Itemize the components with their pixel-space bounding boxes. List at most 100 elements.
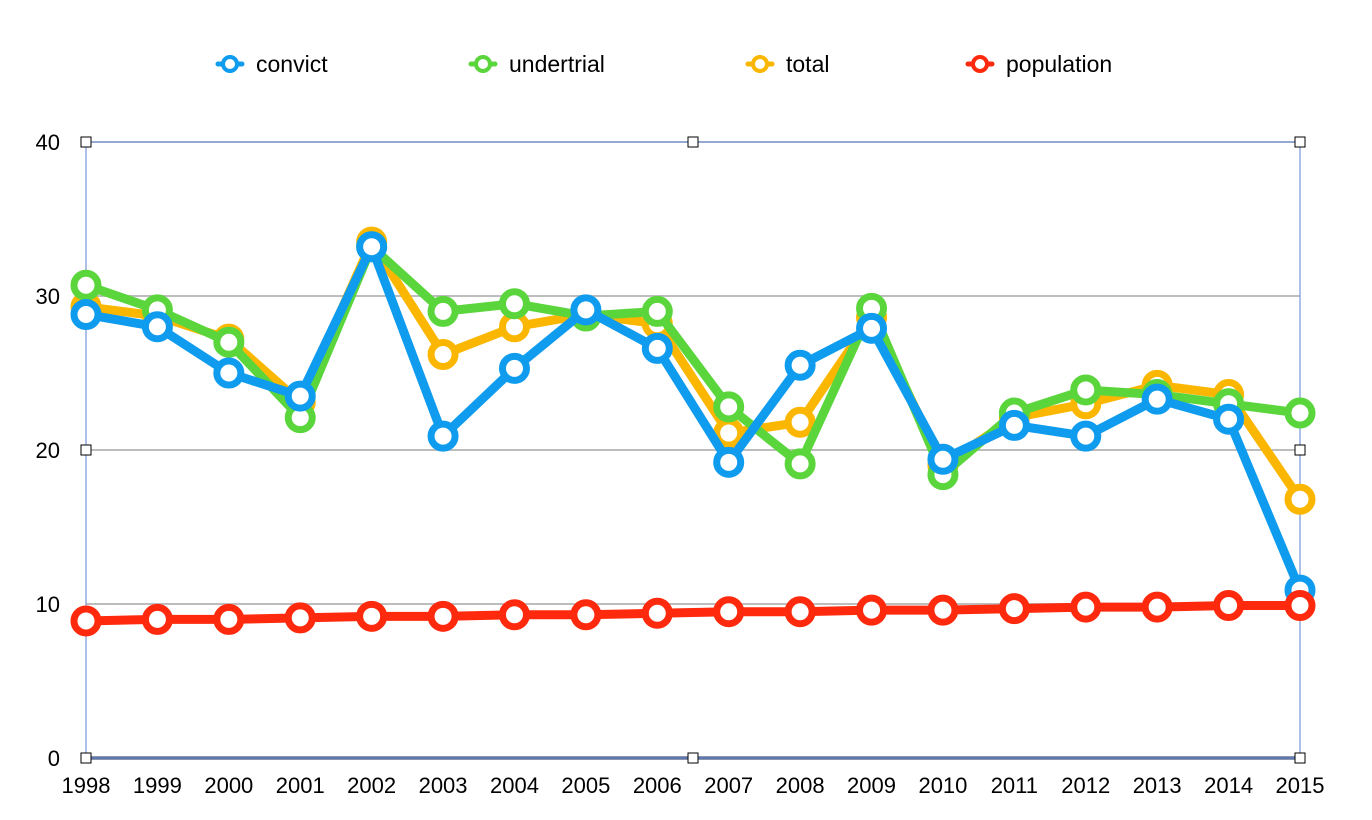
- x-tick-label-2009: 2009: [847, 773, 896, 798]
- x-tick-label-2005: 2005: [561, 773, 610, 798]
- series-line-population: [81, 601, 1305, 626]
- data-point-undertrial-2007: [713, 391, 745, 423]
- data-point-total-2015: [1284, 483, 1316, 515]
- legend-label-total: total: [786, 51, 829, 77]
- data-point-population-2014: [1213, 590, 1245, 622]
- x-tick-label-2002: 2002: [347, 773, 396, 798]
- y-tick-label-40: 40: [36, 130, 60, 155]
- data-point-population-2010: [927, 594, 959, 626]
- selection-handles[interactable]: [80, 136, 1306, 764]
- legend: convict undertrial total population: [215, 51, 1112, 77]
- data-point-undertrial-2012: [1070, 374, 1102, 406]
- resize-handle-bottom-left[interactable]: [80, 752, 92, 764]
- data-point-convict-2011: [998, 409, 1030, 441]
- data-point-convict-1999: [141, 311, 173, 343]
- resize-handle-top-left[interactable]: [80, 136, 92, 148]
- x-tick-label-2012: 2012: [1061, 773, 1110, 798]
- legend-item-undertrial: undertrial: [468, 51, 605, 77]
- legend-label-undertrial: undertrial: [509, 51, 605, 77]
- data-point-population-1998: [70, 605, 102, 637]
- x-tick-label-2004: 2004: [490, 773, 539, 798]
- y-tick-label-10: 10: [36, 592, 60, 617]
- resize-handle-middle-left[interactable]: [80, 444, 92, 456]
- x-tick-label-2007: 2007: [704, 773, 753, 798]
- x-tick-label-2010: 2010: [918, 773, 967, 798]
- data-point-convict-2006: [641, 332, 673, 364]
- data-point-population-1999: [141, 603, 173, 635]
- data-point-convict-2002: [356, 231, 388, 263]
- y-tick-label-30: 30: [36, 284, 60, 309]
- x-tick-label-2003: 2003: [419, 773, 468, 798]
- x-tick-label-2014: 2014: [1204, 773, 1253, 798]
- legend-swatch-marker-convict: [221, 55, 239, 73]
- x-tick-label-2011: 2011: [991, 773, 1038, 798]
- resize-handle-top-middle[interactable]: [687, 136, 699, 148]
- series-lines: [70, 226, 1316, 637]
- legend-item-convict: convict: [215, 51, 328, 77]
- x-tick-label-2000: 2000: [204, 773, 253, 798]
- data-point-population-2011: [998, 593, 1030, 625]
- data-point-convict-2003: [427, 420, 459, 452]
- data-point-population-2012: [1070, 591, 1102, 623]
- data-point-undertrial-2003: [427, 295, 459, 327]
- data-point-total-2003: [427, 339, 459, 371]
- data-point-population-2013: [1141, 591, 1173, 623]
- x-tick-label-1998: 1998: [62, 773, 111, 798]
- data-point-population-2000: [213, 603, 245, 635]
- x-tick-label-2013: 2013: [1133, 773, 1182, 798]
- data-point-convict-2004: [498, 352, 530, 384]
- data-point-population-2009: [856, 594, 888, 626]
- legend-label-convict: convict: [256, 51, 328, 77]
- data-point-convict-2001: [284, 380, 316, 412]
- x-tick-label-2015: 2015: [1276, 773, 1325, 798]
- data-point-population-2002: [356, 600, 388, 632]
- resize-handle-bottom-middle[interactable]: [687, 752, 699, 764]
- data-point-convict-1998: [70, 298, 102, 330]
- y-tick-label-20: 20: [36, 438, 60, 463]
- data-point-convict-2005: [570, 294, 602, 326]
- data-point-total-2008: [784, 406, 816, 438]
- data-point-population-2005: [570, 599, 602, 631]
- data-point-population-2008: [784, 596, 816, 628]
- data-point-undertrial-2008: [784, 448, 816, 480]
- data-point-convict-2008: [784, 349, 816, 381]
- legend-swatch-marker-population: [971, 55, 989, 73]
- y-axis-tick-labels: 0 10 20 30 40: [36, 130, 60, 771]
- x-tick-label-2001: 2001: [276, 773, 325, 798]
- legend-item-total: total: [745, 51, 829, 77]
- data-point-population-2001: [284, 602, 316, 634]
- data-point-undertrial-2006: [641, 295, 673, 327]
- data-point-convict-2014: [1213, 403, 1245, 435]
- data-point-undertrial-2000: [213, 326, 245, 358]
- data-point-population-2006: [641, 597, 673, 629]
- series-convict: [70, 231, 1316, 606]
- legend-label-population: population: [1006, 51, 1112, 77]
- data-point-population-2007: [713, 596, 745, 628]
- data-point-convict-2012: [1070, 420, 1102, 452]
- data-point-convict-2013: [1141, 383, 1173, 415]
- data-point-convict-2007: [713, 446, 745, 478]
- x-tick-label-2006: 2006: [633, 773, 682, 798]
- data-point-undertrial-1998: [70, 269, 102, 301]
- data-point-convict-2000: [213, 357, 245, 389]
- legend-swatch-marker-undertrial: [474, 55, 492, 73]
- resize-handle-bottom-right[interactable]: [1294, 752, 1306, 764]
- data-point-population-2015: [1284, 590, 1316, 622]
- series-line-total: [81, 237, 1305, 504]
- legend-swatch-marker-total: [751, 55, 769, 73]
- data-point-undertrial-2015: [1284, 397, 1316, 429]
- data-point-population-2004: [498, 599, 530, 631]
- x-axis-tick-labels: 1998 1999 2000 2001 2002 2003 2004 2005 2006 2007…: [62, 773, 1325, 798]
- series-line-undertrial: [81, 242, 1305, 480]
- data-point-population-2003: [427, 600, 459, 632]
- resize-handle-middle-right[interactable]: [1294, 444, 1306, 456]
- data-point-convict-2010: [927, 443, 959, 475]
- y-tick-label-0: 0: [48, 746, 60, 771]
- series-population: [70, 590, 1316, 637]
- series-line-convict: [81, 242, 1305, 595]
- x-tick-label-2008: 2008: [776, 773, 825, 798]
- resize-handle-top-right[interactable]: [1294, 136, 1306, 148]
- x-tick-label-1999: 1999: [133, 773, 182, 798]
- data-point-undertrial-2004: [498, 288, 530, 320]
